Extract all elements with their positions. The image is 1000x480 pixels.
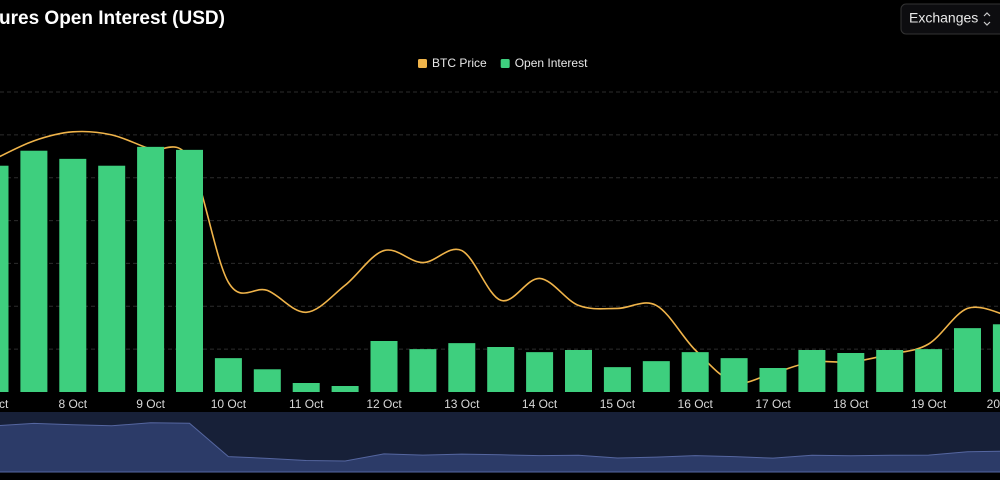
bar (487, 347, 515, 392)
legend-swatch (418, 59, 427, 68)
x-tick-label: 8 Oct (58, 397, 87, 411)
bar (876, 350, 904, 392)
chevron-icon (983, 12, 991, 26)
bar (448, 343, 476, 392)
exchanges-button[interactable]: Exchanges (900, 3, 1000, 35)
bar (526, 352, 554, 392)
chart-title: ures Open Interest (USD) (0, 8, 225, 29)
x-tick-label: 10 Oct (211, 397, 247, 411)
x-tick-label: 14 Oct (522, 397, 558, 411)
navigator-area (0, 422, 1000, 473)
bar (642, 361, 670, 392)
bar (253, 369, 281, 392)
bar (603, 367, 631, 392)
legend-label: BTC Price (432, 56, 487, 70)
bar (20, 150, 48, 392)
legend-swatch (500, 59, 510, 68)
bar (409, 349, 437, 392)
x-tick-label: 11 Oct (289, 397, 324, 411)
bar (992, 324, 1000, 392)
x-tick-label: ct (0, 397, 9, 411)
x-tick-label: 12 Oct (366, 397, 402, 411)
button-label[interactable]: Exchanges (909, 10, 978, 26)
bar (798, 350, 826, 392)
bar (954, 328, 981, 392)
x-tick-label: 19 Oct (911, 397, 947, 411)
bar (370, 341, 398, 392)
x-tick-label: 17 Oct (755, 397, 791, 411)
bar (331, 386, 359, 392)
x-tick-label: 13 Oct (444, 397, 480, 411)
bar (565, 350, 592, 392)
bar (176, 149, 203, 392)
bar (915, 349, 943, 392)
x-tick-label: 9 Oct (136, 397, 165, 411)
x-tick-label: 16 Oct (678, 397, 714, 411)
bar (59, 158, 87, 392)
button-frame[interactable] (900, 3, 1000, 35)
bar (137, 146, 165, 392)
x-tick-label: 20 (987, 397, 1000, 411)
bar (0, 165, 9, 392)
bar (292, 383, 320, 392)
legend-label: Open Interest (515, 56, 588, 70)
bar (214, 358, 242, 392)
bar (720, 358, 748, 392)
bar (837, 353, 865, 392)
bar (759, 368, 787, 392)
bar (98, 165, 126, 392)
x-tick-label: 18 Oct (833, 397, 869, 411)
bar (681, 352, 709, 392)
price-line (0, 130, 1000, 384)
x-tick-label: 15 Oct (600, 397, 636, 411)
